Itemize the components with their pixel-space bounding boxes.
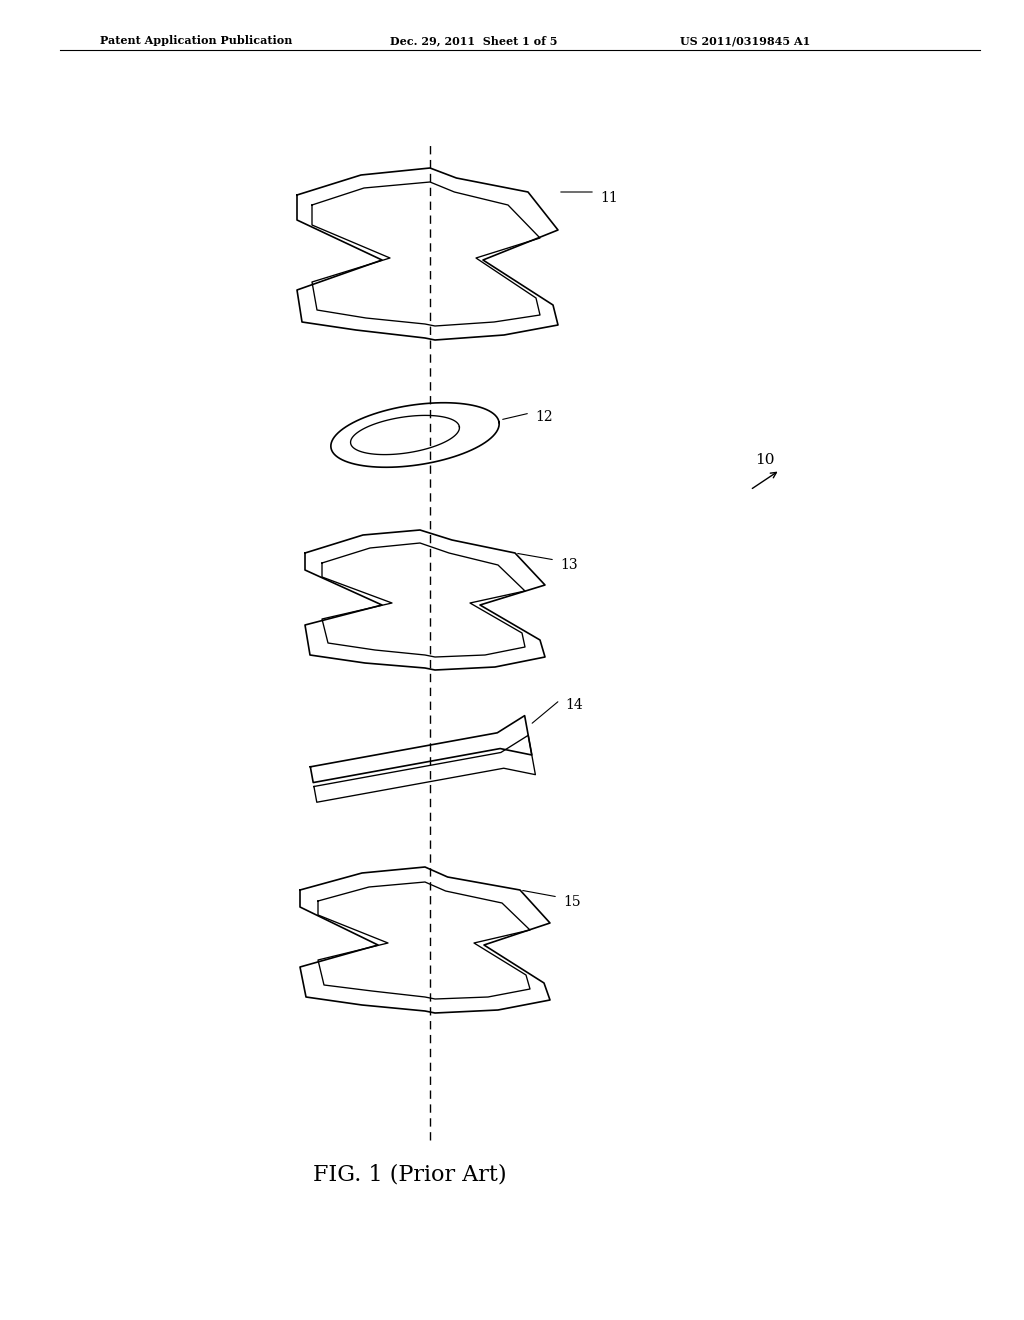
Text: 10: 10 [755, 453, 774, 467]
Text: 13: 13 [560, 558, 578, 572]
Text: Patent Application Publication: Patent Application Publication [100, 36, 293, 46]
Text: 12: 12 [535, 411, 553, 424]
Text: 14: 14 [565, 698, 583, 711]
Text: US 2011/0319845 A1: US 2011/0319845 A1 [680, 36, 810, 46]
Text: 11: 11 [600, 191, 617, 205]
Text: 15: 15 [563, 895, 581, 909]
Text: Dec. 29, 2011  Sheet 1 of 5: Dec. 29, 2011 Sheet 1 of 5 [390, 36, 557, 46]
Text: FIG. 1 (Prior Art): FIG. 1 (Prior Art) [313, 1164, 507, 1185]
